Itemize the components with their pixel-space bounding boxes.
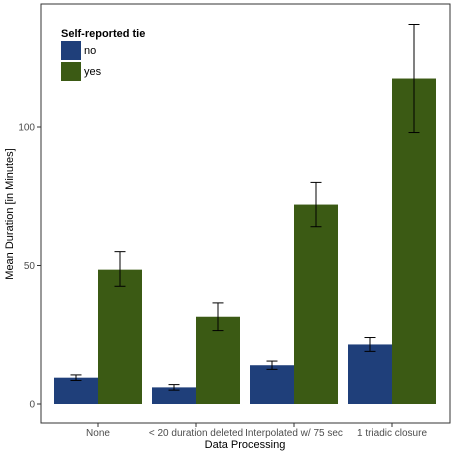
bar-yes-0 [98,269,142,404]
bar-no-1 [152,387,196,404]
y-axis-title: Mean Duration [in Minutes] [4,148,16,279]
errorbar-yes-3 [408,24,420,134]
errorbar-yes-2 [310,181,322,228]
errorbar-no-3 [364,337,376,352]
legend-label-yes: yes [84,66,102,78]
plot-panel-border [40,3,451,424]
errorbar-no-1 [168,384,180,391]
bar-no-0 [54,377,98,404]
x-tick-label: 1 triadic closure [357,428,427,439]
errorbar-yes-0 [114,251,126,287]
legend-label-no: no [84,45,96,57]
legend: Self-reported tie no yes [61,28,145,81]
bar-no-3 [348,344,392,404]
legend-title: Self-reported tie [61,28,145,40]
errorbar-no-2 [266,360,278,370]
x-axis-title: Data Processing [205,439,286,451]
y-tick-label: 0 [29,400,35,411]
bar-no-2 [250,365,294,404]
y-axis: 0 50 100 [18,123,41,411]
errorbar-yes-1 [212,302,224,332]
y-tick-label: 100 [18,123,35,134]
x-axis: None < 20 duration deleted Interpolated w/… [86,423,427,439]
x-tick-label: None [86,428,110,439]
errorbars-layer [70,24,420,391]
legend-key-no [61,41,81,60]
x-tick-label: Interpolated w/ 75 sec [245,428,343,439]
x-tick-label: < 20 duration deleted [149,428,243,439]
legend-key-yes [61,62,81,81]
errorbar-no-0 [70,374,82,381]
bar-yes-2 [294,204,338,404]
y-tick-label: 50 [24,261,36,272]
bars-layer [54,78,436,405]
bar-yes-1 [196,316,240,404]
